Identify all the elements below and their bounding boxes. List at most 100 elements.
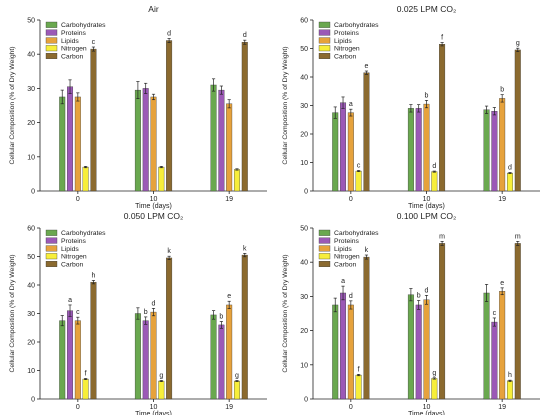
x-tick-label: 19 <box>498 404 506 411</box>
legend-swatch-proteins <box>318 29 331 36</box>
bar-carbohydrates <box>407 108 414 192</box>
legend-swatch-carbohydrates <box>318 21 331 28</box>
significance-label: d <box>508 164 512 171</box>
y-axis-label: Cellular Composition (% of Dry Weight) <box>282 254 289 372</box>
y-tick-label: 10 <box>27 368 35 375</box>
bar-proteins <box>340 102 347 192</box>
legend-swatch-lipids <box>318 37 331 44</box>
legend-swatch-lipids <box>45 37 58 44</box>
bar-nitrogen <box>506 172 513 192</box>
bar-carbon <box>90 281 97 400</box>
y-tick-label: 30 <box>27 311 35 318</box>
x-tick-label: 19 <box>225 196 233 203</box>
bar-carbohydrates <box>134 89 141 192</box>
legend-label: Lipids <box>334 38 352 45</box>
bar-carbohydrates <box>483 109 490 192</box>
chart-title: 0.100 LPM CO₂ <box>397 211 457 221</box>
legend-label: Carbohydrates <box>61 230 106 237</box>
x-tick-label: 19 <box>225 404 233 411</box>
legend-label: Nitrogen <box>61 254 87 261</box>
legend-swatch-nitrogen <box>318 45 331 52</box>
legend-swatch-carbohydrates <box>318 229 331 236</box>
y-tick-label: 20 <box>27 120 35 127</box>
x-axis-label: Time (days) <box>408 411 445 415</box>
bar-lipids <box>150 96 157 192</box>
bar-nitrogen <box>355 374 362 400</box>
legend-label: Nitrogen <box>334 254 360 261</box>
y-tick-label: 10 <box>300 160 308 167</box>
bar-carbon <box>363 72 370 192</box>
bar-carbohydrates <box>59 96 66 192</box>
significance-label: b <box>144 309 148 316</box>
legend-swatch-lipids <box>318 245 331 252</box>
bar-nitrogen <box>506 380 513 400</box>
bar-carbon <box>166 257 173 400</box>
legend-label: Carbon <box>61 261 84 268</box>
chart-panel-2: 0.050 LPM CO₂ 0 10 20 30 40 50 60 Cellular Compo… <box>9 211 267 415</box>
significance-label: d <box>152 300 156 307</box>
legend-swatch-carbohydrates <box>45 229 58 236</box>
significance-label: a <box>68 297 72 304</box>
y-tick-label: 0 <box>31 397 35 404</box>
bar-lipids <box>499 291 506 400</box>
significance-label: a <box>341 278 345 285</box>
significance-label: k <box>365 247 369 254</box>
bar-nitrogen <box>355 170 362 192</box>
chart-title: 0.025 LPM CO₂ <box>397 4 457 14</box>
significance-label: d <box>243 32 247 39</box>
x-tick-label: 19 <box>498 196 506 203</box>
bar-proteins <box>491 111 498 192</box>
bar-carbon <box>363 256 370 400</box>
y-tick-label: 40 <box>27 283 35 290</box>
bar-nitrogen <box>82 378 89 400</box>
significance-label: c <box>357 162 361 169</box>
legend-label: Proteins <box>61 30 87 37</box>
legend-label: Proteins <box>334 30 360 37</box>
legend-label: Nitrogen <box>334 46 360 53</box>
bar-lipids <box>74 320 81 400</box>
bar-carbohydrates <box>210 314 217 400</box>
significance-label: f <box>358 366 360 373</box>
y-tick-label: 50 <box>27 18 35 25</box>
bar-lipids <box>499 98 506 192</box>
bar-nitrogen <box>233 380 240 400</box>
x-tick-label: 0 <box>349 196 353 203</box>
legend-swatch-lipids <box>45 245 58 252</box>
y-tick-label: 50 <box>300 46 308 53</box>
bar-nitrogen <box>431 171 438 192</box>
y-axis-label: Cellular Composition (% of Dry Weight) <box>9 46 16 164</box>
bar-nitrogen <box>158 380 165 400</box>
x-tick-label: 0 <box>76 404 80 411</box>
y-axis-label: Cellular Composition (% of Dry Weight) <box>282 46 289 164</box>
chart-title: Air <box>148 4 159 14</box>
legend-label: Carbon <box>334 53 357 60</box>
y-tick-label: 20 <box>300 132 308 139</box>
bar-proteins <box>142 320 149 400</box>
legend-label: Lipids <box>334 246 352 253</box>
legend-swatch-carbon <box>318 53 331 59</box>
y-tick-label: 40 <box>300 75 308 82</box>
y-tick-label: 30 <box>300 103 308 110</box>
significance-label: b <box>219 313 223 320</box>
significance-label: k <box>167 248 171 255</box>
bar-lipids <box>150 311 157 400</box>
significance-label: c <box>493 310 497 317</box>
significance-label: h <box>91 272 95 279</box>
significance-label: c <box>76 309 80 316</box>
bar-lipids <box>226 304 233 400</box>
bar-lipids <box>347 304 354 400</box>
significance-label: g <box>235 372 239 379</box>
bar-carbohydrates <box>59 320 66 400</box>
bar-carbohydrates <box>483 292 490 400</box>
legend-swatch-carbon <box>45 261 58 267</box>
y-tick-label: 60 <box>300 18 308 25</box>
significance-label: f <box>441 35 443 42</box>
significance-label: b <box>425 92 429 99</box>
bar-carbon <box>241 254 248 400</box>
bar-carbon <box>514 49 521 192</box>
legend-swatch-carbon <box>45 53 58 59</box>
y-tick-label: 0 <box>304 189 308 196</box>
x-tick-label: 10 <box>150 196 158 203</box>
significance-label: b <box>417 293 421 300</box>
